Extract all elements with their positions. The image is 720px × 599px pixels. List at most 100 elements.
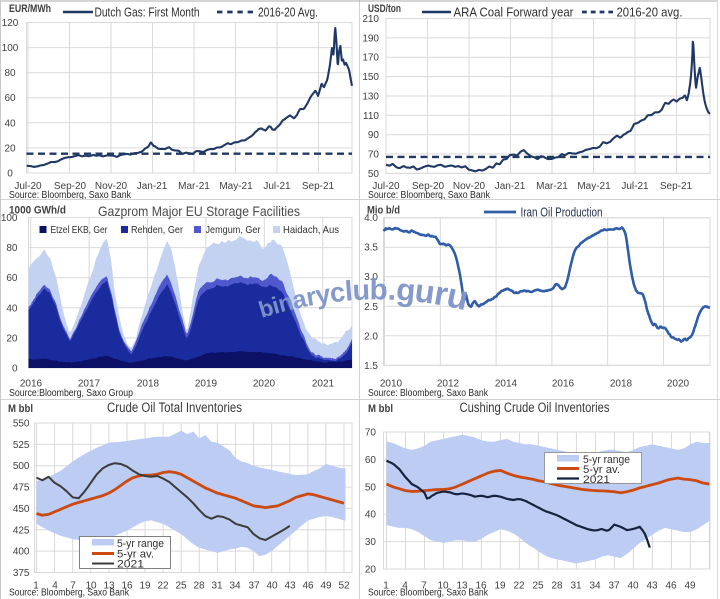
svg-text:USD/ton: USD/ton (368, 3, 401, 15)
svg-text:Source: Bloomberg, Saxo Bank: Source: Bloomberg, Saxo Bank (368, 588, 489, 599)
svg-text:22: 22 (513, 581, 525, 592)
svg-text:Jul-20: Jul-20 (14, 181, 42, 192)
svg-text:2012: 2012 (437, 379, 460, 390)
svg-text:2014: 2014 (495, 379, 518, 390)
svg-text:170: 170 (362, 53, 379, 64)
svg-text:25: 25 (175, 581, 187, 592)
svg-text:60: 60 (365, 455, 377, 466)
svg-text:2016: 2016 (552, 379, 575, 390)
svg-text:34: 34 (229, 581, 241, 592)
svg-text:10: 10 (85, 581, 97, 592)
svg-text:2018: 2018 (137, 379, 160, 390)
svg-text:450: 450 (13, 504, 30, 515)
svg-text:16: 16 (475, 581, 487, 592)
svg-text:20: 20 (365, 565, 377, 576)
svg-text:M bbl: M bbl (8, 403, 33, 415)
svg-text:Iran Oil Production: Iran Oil Production (521, 205, 603, 220)
svg-text:2016-20 Avg.: 2016-20 Avg. (258, 5, 318, 20)
svg-text:13: 13 (456, 581, 468, 592)
svg-text:.: . (387, 272, 397, 307)
svg-text:l: l (344, 274, 354, 307)
svg-text:10: 10 (437, 581, 449, 592)
svg-text:19: 19 (139, 581, 151, 592)
svg-text:ARA Coal Forward year: ARA Coal Forward year (454, 5, 575, 20)
svg-text:28: 28 (551, 581, 563, 592)
svg-text:Sep-20: Sep-20 (412, 181, 445, 192)
svg-text:1: 1 (33, 581, 39, 592)
svg-text:500: 500 (13, 461, 30, 472)
svg-text:70: 70 (365, 428, 377, 439)
svg-text:60: 60 (6, 273, 18, 284)
svg-text:Etzel EKB, Ger: Etzel EKB, Ger (51, 224, 108, 236)
svg-text:80: 80 (6, 243, 18, 254)
svg-text:EUR/MWh: EUR/MWh (9, 3, 51, 15)
svg-text:40: 40 (4, 118, 16, 129)
svg-text:400: 400 (13, 547, 30, 558)
svg-text:7: 7 (421, 581, 427, 592)
svg-text:1000 GWh/d: 1000 GWh/d (9, 205, 66, 217)
svg-text:13: 13 (103, 581, 115, 592)
svg-text:40: 40 (365, 510, 377, 521)
svg-text:120: 120 (2, 18, 19, 29)
svg-text:Jul-21: Jul-21 (621, 181, 649, 192)
svg-text:y: y (313, 278, 332, 310)
svg-text:40: 40 (6, 303, 18, 314)
svg-text:150: 150 (362, 72, 379, 83)
svg-text:2021: 2021 (312, 379, 335, 390)
svg-text:80: 80 (4, 68, 16, 79)
svg-text:210: 210 (362, 14, 379, 25)
svg-text:Sep-21: Sep-21 (660, 181, 693, 192)
svg-text:3.5: 3.5 (364, 243, 378, 254)
svg-text:Jul-21: Jul-21 (263, 181, 291, 192)
svg-text:50: 50 (365, 482, 377, 493)
svg-text:Source: Bloomberg, Saxo Bank: Source: Bloomberg, Saxo Bank (368, 388, 489, 399)
svg-text:550: 550 (13, 419, 30, 430)
svg-text:Source: Bloomberg, Saxo Bank: Source: Bloomberg, Saxo Bank (368, 190, 491, 201)
svg-text:2021: 2021 (583, 474, 610, 486)
svg-text:Gazprom Major EU Storage Fac: Gazprom Major EU Storage Facilities (98, 203, 300, 219)
svg-text:r: r (431, 275, 450, 314)
svg-text:52: 52 (338, 581, 350, 592)
svg-text:2020: 2020 (253, 379, 276, 390)
svg-text:M bbl: M bbl (368, 403, 393, 415)
svg-text:Jan-21: Jan-21 (137, 181, 168, 192)
svg-text:22: 22 (157, 581, 169, 592)
svg-text:90: 90 (368, 130, 380, 141)
svg-text:2016-20 avg.: 2016-20 avg. (617, 5, 683, 20)
svg-text:130: 130 (362, 92, 379, 103)
svg-text:Mar-21: Mar-21 (178, 181, 210, 192)
svg-text:60: 60 (4, 93, 16, 104)
svg-text:Source: Bloomberg, Saxo Bank: Source: Bloomberg, Saxo Bank (9, 190, 132, 201)
svg-text:50: 50 (368, 169, 380, 180)
svg-text:Dutch Gas: First Month: Dutch Gas: First Month (95, 5, 200, 20)
svg-text:20: 20 (4, 143, 16, 154)
svg-text:43: 43 (284, 581, 296, 592)
svg-text:31: 31 (211, 581, 223, 592)
svg-text:100: 100 (1, 213, 18, 224)
svg-text:g: g (395, 272, 417, 308)
svg-text:46: 46 (665, 581, 677, 592)
svg-text:1: 1 (383, 581, 389, 592)
svg-text:Jul-20: Jul-20 (372, 181, 400, 192)
svg-text:u: u (352, 274, 371, 307)
svg-text:3.0: 3.0 (364, 272, 378, 283)
svg-text:16: 16 (121, 581, 133, 592)
svg-text:Nov-20: Nov-20 (453, 181, 486, 192)
svg-text:525: 525 (13, 440, 30, 451)
svg-text:190: 190 (362, 33, 379, 44)
svg-text:19: 19 (494, 581, 506, 592)
svg-text:49: 49 (684, 581, 696, 592)
svg-text:Source:Bloomberg, Saxo Group: Source:Bloomberg, Saxo Group (9, 388, 133, 399)
svg-text:Jan-21: Jan-21 (495, 181, 526, 192)
svg-text:Jemgum, Ger: Jemgum, Ger (206, 224, 261, 236)
svg-text:n: n (275, 288, 296, 318)
svg-text:5-yr av.: 5-yr av. (117, 549, 154, 561)
svg-text:46: 46 (302, 581, 314, 592)
svg-text:1.5: 1.5 (364, 361, 378, 372)
svg-text:40: 40 (266, 581, 278, 592)
svg-text:May-21: May-21 (219, 181, 253, 192)
svg-text:2.0: 2.0 (364, 331, 378, 342)
svg-text:4.0: 4.0 (364, 213, 378, 224)
svg-text:2.5: 2.5 (364, 302, 378, 313)
svg-text:Crude Oil Total Inventories: Crude Oil Total Inventories (107, 400, 242, 415)
